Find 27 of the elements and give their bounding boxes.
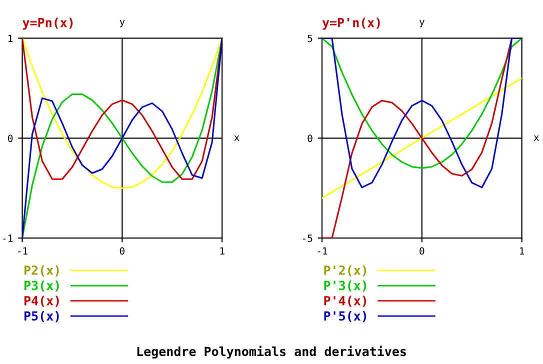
legend-label: P5(x) — [24, 310, 59, 322]
legend-label: P4(x) — [24, 296, 59, 307]
ref-line-label: y — [120, 20, 125, 28]
x-tick-label: 0 — [420, 247, 424, 255]
ref-line-label: x — [234, 136, 240, 141]
x-tick-label: 0 — [120, 247, 124, 255]
legend-label: P'3(x) — [324, 280, 366, 292]
x-tick-label: -1 — [18, 247, 28, 255]
y-tick-label: 0 — [8, 134, 13, 142]
x-tick-label: 1 — [520, 247, 524, 255]
y-tick-label: 5 — [308, 34, 312, 42]
legend-label: P'4(x) — [324, 296, 366, 307]
y-tick-label: -1 — [3, 234, 13, 242]
x-tick-label: -1 — [318, 247, 328, 255]
y-tick-label: -5 — [302, 234, 312, 242]
legend-label: P3(x) — [24, 280, 59, 292]
chart-title: y=P'n(x) — [322, 18, 380, 30]
legend-label: P'5(x) — [324, 310, 366, 322]
legend-label: P2(x) — [24, 265, 59, 276]
ref-line-label: y — [419, 20, 424, 28]
chart-title: y=Pn(x) — [22, 18, 73, 30]
text: Legendre Polynomials and derivatives — [137, 346, 406, 359]
y-tick-label: 0 — [308, 134, 312, 142]
y-tick-label: 1 — [8, 34, 13, 42]
x-tick-label: 1 — [220, 247, 224, 255]
ref-line-label: x — [534, 136, 540, 141]
legend-label: P'2(x) — [324, 265, 366, 276]
